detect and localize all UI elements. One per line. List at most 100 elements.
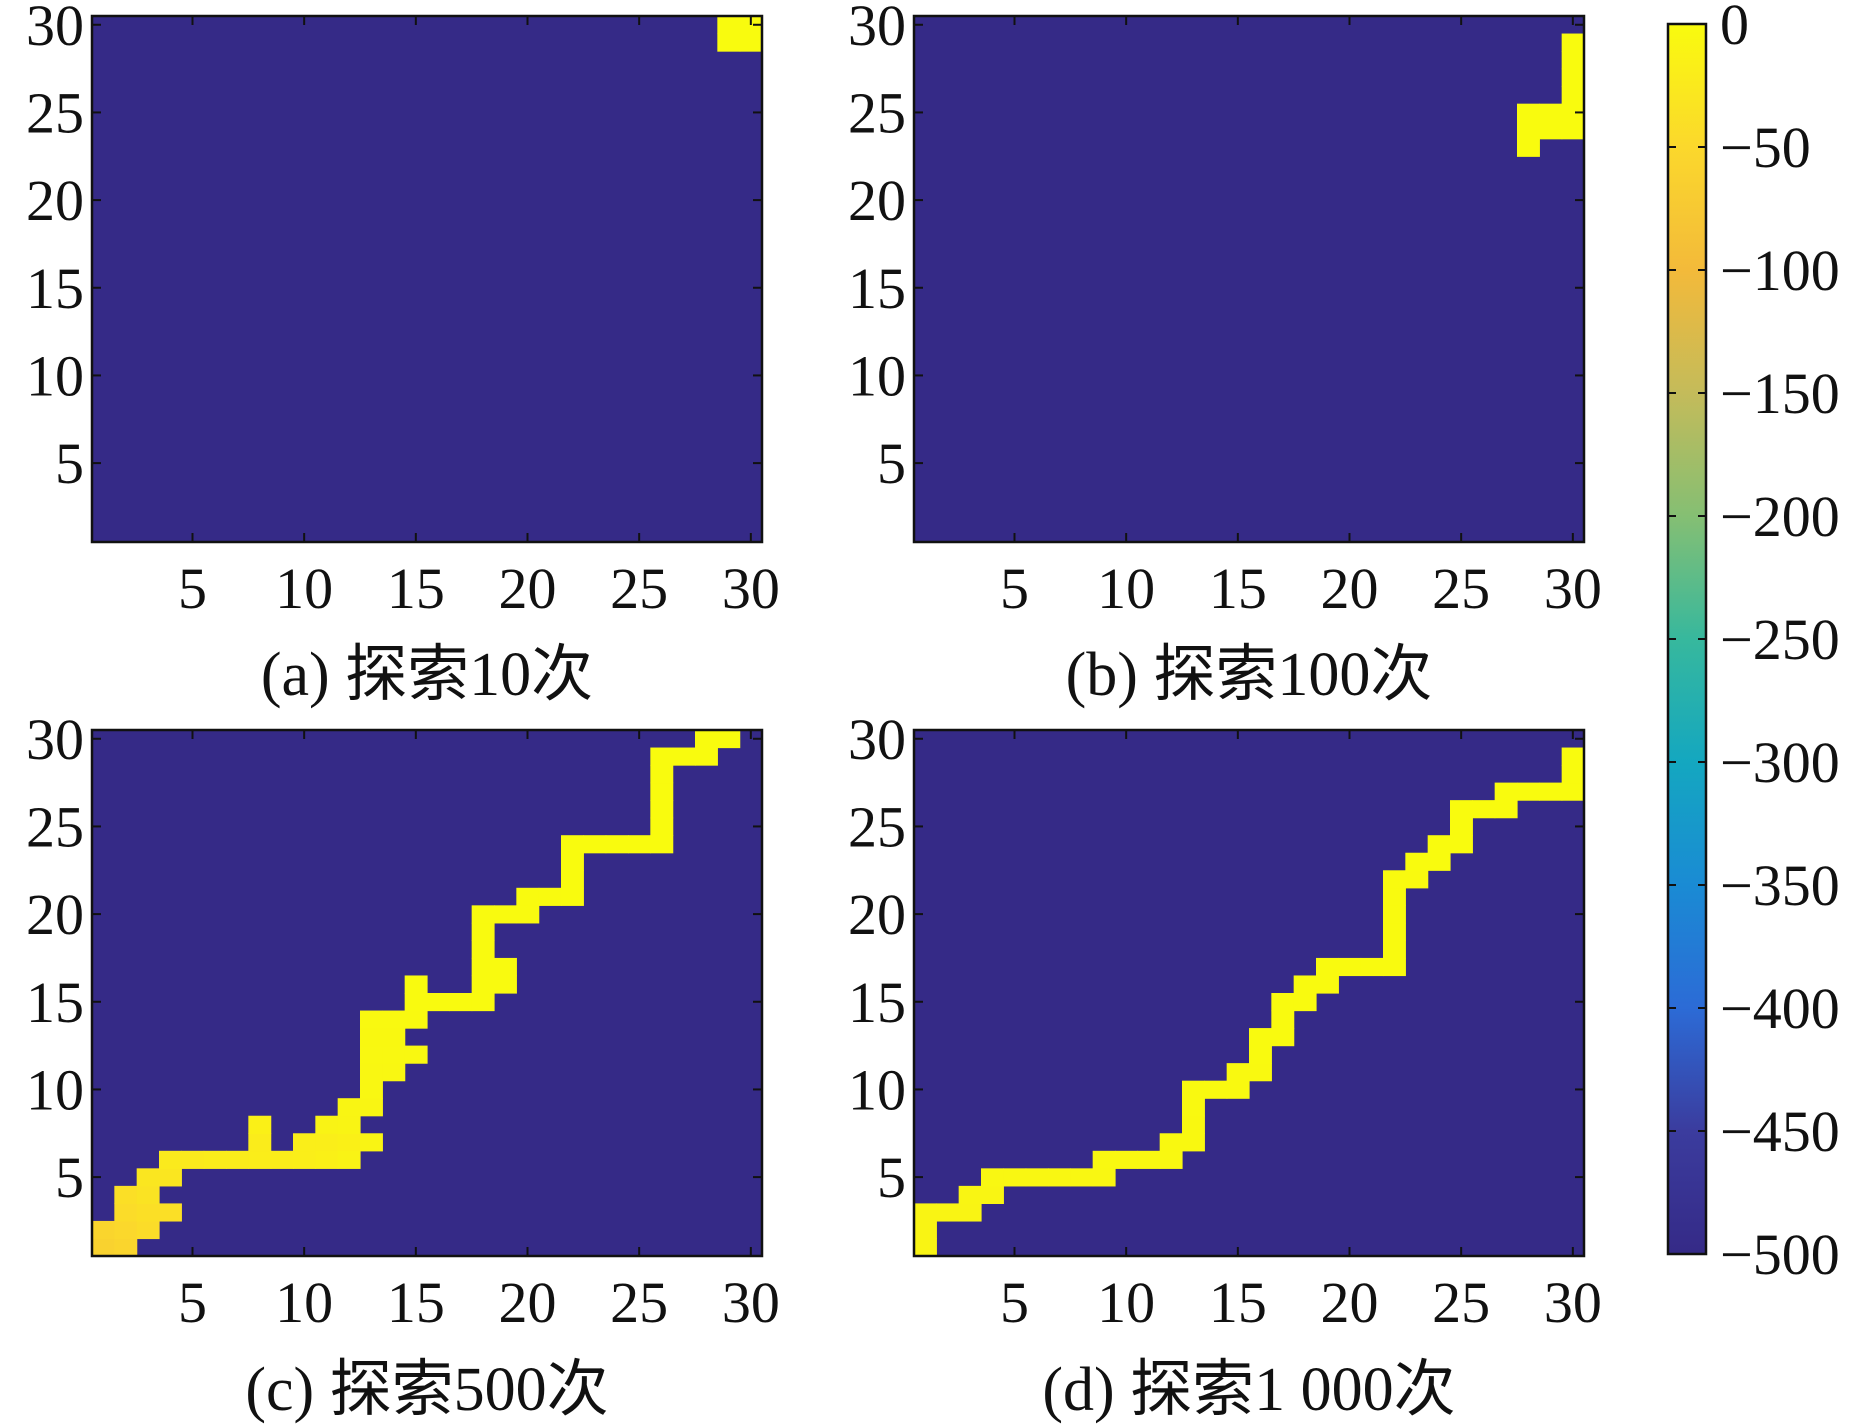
heatmap-cells bbox=[1517, 33, 1585, 157]
heatmap-cell bbox=[1539, 782, 1563, 801]
x-tick-label: 20 bbox=[499, 1270, 557, 1335]
heatmap-cell bbox=[92, 1220, 115, 1240]
axes-frame bbox=[90, 728, 764, 1258]
heatmap-cell bbox=[650, 817, 674, 836]
heatmap-cell bbox=[1561, 103, 1585, 122]
heatmap-cell bbox=[914, 1203, 937, 1222]
x-tick-label: 15 bbox=[387, 556, 445, 621]
y-tick-label: 25 bbox=[848, 80, 906, 145]
heatmap-cell bbox=[1427, 852, 1451, 871]
heatmap-cell bbox=[360, 1028, 383, 1047]
heatmap-cell bbox=[427, 993, 450, 1012]
colorbar-tick-label: −400 bbox=[1720, 976, 1840, 1041]
y-tick-label: 30 bbox=[26, 0, 84, 58]
heatmap-cells bbox=[92, 730, 741, 1257]
y-tick-label: 10 bbox=[848, 343, 906, 408]
heatmap-cell bbox=[136, 1185, 160, 1204]
heatmap-cell bbox=[1182, 1098, 1205, 1117]
heatmap-cell bbox=[1561, 51, 1585, 70]
panel-d: 5 10 15 20 25 30 5 10 15 20 25 30 (d) 探索1 000次 bbox=[848, 707, 1602, 1424]
heatmap-cell bbox=[1383, 887, 1406, 906]
heatmap-cell bbox=[583, 835, 607, 854]
tick-marks: 5 10 15 20 25 30 5 10 15 20 25 30 bbox=[26, 0, 780, 621]
heatmap-cell bbox=[1539, 121, 1563, 140]
y-tick-label: 5 bbox=[55, 431, 84, 496]
heatmap-cell bbox=[739, 33, 763, 52]
heatmap-cell bbox=[1338, 957, 1362, 977]
colorbar-tick-label: −100 bbox=[1720, 238, 1840, 303]
heatmap-cell bbox=[739, 16, 763, 35]
x-tick-label: 10 bbox=[1097, 556, 1155, 621]
x-tick-label: 25 bbox=[610, 1270, 668, 1335]
x-tick-label: 30 bbox=[722, 556, 780, 621]
y-tick-label: 20 bbox=[848, 168, 906, 233]
heatmap-cell bbox=[315, 1133, 339, 1152]
heatmap-cell bbox=[1115, 1150, 1138, 1169]
heatmap-cell bbox=[360, 1045, 383, 1064]
x-tick-label: 25 bbox=[610, 556, 668, 621]
axes-frame bbox=[912, 728, 1586, 1258]
heatmap-cell bbox=[136, 1203, 160, 1222]
panel-b: 5 10 15 20 25 30 5 10 15 20 25 30 (b) 探索100次 bbox=[848, 0, 1602, 709]
heatmap-cell bbox=[561, 835, 584, 854]
panel-a: 5 10 15 20 25 30 5 10 15 20 25 30 (a) 探索10次 bbox=[26, 0, 780, 709]
heatmap-cell bbox=[404, 975, 428, 994]
heatmap-cell bbox=[958, 1203, 982, 1222]
heatmap-cell bbox=[650, 765, 674, 784]
heatmap-cell bbox=[404, 1010, 428, 1029]
heatmap-cell bbox=[1494, 782, 1518, 801]
heatmap-cell bbox=[1517, 121, 1540, 140]
x-tick-label: 20 bbox=[1321, 1270, 1379, 1335]
heatmap-cell bbox=[717, 730, 741, 749]
heatmap-cell bbox=[695, 747, 718, 766]
colorbar-tick-label: 0 bbox=[1720, 0, 1749, 57]
heatmap-cell bbox=[1383, 905, 1406, 924]
axes-frame bbox=[90, 14, 764, 544]
heatmap-cell bbox=[360, 1063, 383, 1082]
heatmap-cell bbox=[516, 905, 540, 924]
x-tick-label: 5 bbox=[1000, 1270, 1029, 1335]
x-tick-label: 10 bbox=[275, 1270, 333, 1335]
y-tick-label: 15 bbox=[848, 970, 906, 1035]
heatmap-cell bbox=[1316, 975, 1339, 994]
heatmap-cell bbox=[226, 1150, 249, 1169]
heatmap-cell bbox=[494, 905, 517, 924]
y-tick-label: 20 bbox=[26, 882, 84, 947]
x-tick-label: 10 bbox=[275, 556, 333, 621]
heatmap-cell bbox=[382, 1063, 406, 1082]
heatmap-cell bbox=[1450, 835, 1473, 854]
colorbar-tick-label: −350 bbox=[1720, 853, 1840, 918]
x-tick-label: 30 bbox=[722, 1270, 780, 1335]
heatmap-cell bbox=[471, 975, 495, 994]
heatmap-cell bbox=[1360, 957, 1384, 977]
heatmap-cell bbox=[92, 1238, 115, 1257]
heatmap-cell bbox=[1316, 957, 1339, 977]
heatmap-cell bbox=[471, 940, 495, 959]
x-tick-label: 15 bbox=[1209, 1270, 1267, 1335]
heatmap-cell bbox=[337, 1150, 361, 1169]
heatmap-cell bbox=[471, 922, 495, 941]
x-tick-label: 25 bbox=[1432, 556, 1490, 621]
x-tick-label: 10 bbox=[1097, 1270, 1155, 1335]
heatmap-cell bbox=[1293, 975, 1317, 994]
heatmap-cell bbox=[382, 1010, 406, 1029]
heatmap-cell bbox=[561, 887, 584, 906]
heatmap-cell bbox=[1383, 940, 1406, 959]
heatmap-cell bbox=[1561, 782, 1585, 801]
heatmap-cell bbox=[650, 835, 674, 854]
colorbar-ticks: 0 −50 −100 −150 −200 −250 −300 −350 −400 −450 −500 bbox=[1668, 0, 1840, 1287]
colorbar-tick-label: −200 bbox=[1720, 484, 1840, 549]
heatmap-cell bbox=[1450, 817, 1473, 836]
heatmap-cell bbox=[1204, 1080, 1228, 1099]
colorbar-tick-label: −250 bbox=[1720, 607, 1840, 672]
heatmap-cell bbox=[248, 1133, 272, 1152]
heatmap-cell bbox=[1003, 1168, 1027, 1187]
heatmap-cell bbox=[1517, 103, 1540, 122]
heatmap-cell bbox=[293, 1133, 316, 1152]
y-tick-label: 25 bbox=[848, 794, 906, 859]
heatmap-cell bbox=[981, 1168, 1004, 1187]
heatmap-cell bbox=[181, 1150, 205, 1169]
heatmap-cell bbox=[315, 1150, 339, 1169]
panel-c: 5 10 15 20 25 30 5 10 15 20 25 30 (c) 探索500次 bbox=[26, 707, 780, 1424]
